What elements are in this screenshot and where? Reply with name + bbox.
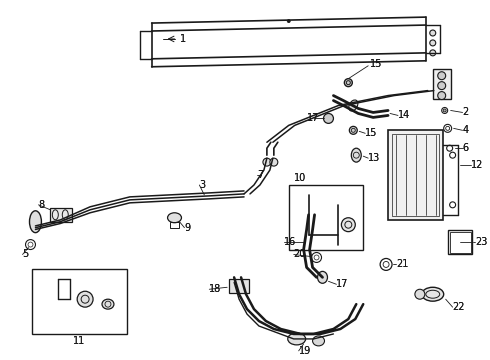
Circle shape bbox=[430, 50, 436, 56]
Text: 2: 2 bbox=[463, 107, 469, 117]
Circle shape bbox=[415, 289, 425, 299]
Circle shape bbox=[270, 158, 278, 166]
Circle shape bbox=[438, 72, 446, 80]
Text: 19: 19 bbox=[299, 346, 311, 356]
Circle shape bbox=[430, 40, 436, 46]
Text: 14: 14 bbox=[398, 111, 410, 121]
Bar bbox=[433, 69, 451, 99]
Bar bbox=[392, 134, 439, 216]
Text: 15: 15 bbox=[370, 59, 383, 69]
Bar bbox=[388, 130, 442, 220]
Text: 22: 22 bbox=[453, 302, 465, 312]
Text: 15: 15 bbox=[370, 59, 383, 69]
Circle shape bbox=[349, 126, 357, 134]
Ellipse shape bbox=[351, 148, 361, 162]
Ellipse shape bbox=[318, 271, 327, 283]
Bar bbox=[448, 230, 472, 255]
Text: 13: 13 bbox=[368, 153, 380, 163]
Bar bbox=[229, 279, 249, 293]
Text: 13: 13 bbox=[368, 153, 380, 163]
Circle shape bbox=[342, 218, 355, 231]
Text: 1: 1 bbox=[179, 34, 186, 44]
Text: 19: 19 bbox=[299, 346, 311, 356]
Text: 18: 18 bbox=[209, 284, 221, 294]
Text: 10: 10 bbox=[294, 173, 306, 183]
Text: 4: 4 bbox=[463, 125, 469, 135]
Text: 6: 6 bbox=[463, 143, 469, 153]
Text: 20: 20 bbox=[294, 249, 306, 260]
Ellipse shape bbox=[102, 299, 114, 309]
Text: 3: 3 bbox=[199, 180, 205, 190]
Text: 20: 20 bbox=[294, 249, 306, 260]
Circle shape bbox=[287, 19, 290, 23]
Circle shape bbox=[438, 82, 446, 90]
Text: 6: 6 bbox=[463, 143, 469, 153]
Text: 12: 12 bbox=[470, 160, 483, 170]
Text: 11: 11 bbox=[73, 336, 85, 346]
Text: 5: 5 bbox=[23, 249, 29, 260]
Ellipse shape bbox=[288, 333, 306, 345]
Bar bbox=[32, 269, 127, 334]
Ellipse shape bbox=[313, 336, 324, 346]
Text: 16: 16 bbox=[284, 237, 296, 247]
Circle shape bbox=[344, 79, 352, 87]
Text: 8: 8 bbox=[38, 200, 45, 210]
Bar bbox=[50, 208, 72, 222]
Ellipse shape bbox=[422, 287, 443, 301]
Text: 17: 17 bbox=[307, 113, 319, 123]
Text: 23: 23 bbox=[475, 237, 488, 247]
Text: 9: 9 bbox=[184, 223, 191, 233]
Ellipse shape bbox=[29, 211, 42, 233]
Ellipse shape bbox=[77, 291, 93, 307]
Circle shape bbox=[430, 30, 436, 36]
Text: 9: 9 bbox=[184, 223, 191, 233]
Text: 4: 4 bbox=[463, 125, 469, 135]
Text: 21: 21 bbox=[396, 260, 408, 269]
Text: 1: 1 bbox=[179, 34, 186, 44]
Text: 17: 17 bbox=[307, 113, 319, 123]
Circle shape bbox=[443, 109, 446, 112]
Text: 16: 16 bbox=[284, 237, 296, 247]
Ellipse shape bbox=[349, 100, 358, 111]
Circle shape bbox=[323, 113, 333, 123]
Bar bbox=[170, 222, 179, 228]
Text: 15: 15 bbox=[365, 128, 378, 138]
Text: 7: 7 bbox=[257, 170, 263, 180]
Ellipse shape bbox=[168, 213, 181, 223]
Text: 15: 15 bbox=[365, 128, 378, 138]
Text: 3: 3 bbox=[199, 180, 205, 190]
Text: 17: 17 bbox=[337, 279, 349, 289]
Text: 21: 21 bbox=[396, 260, 408, 269]
Text: 10: 10 bbox=[294, 173, 306, 183]
Text: 8: 8 bbox=[38, 200, 45, 210]
Text: 7: 7 bbox=[257, 170, 263, 180]
Circle shape bbox=[438, 91, 446, 100]
Bar bbox=[450, 231, 470, 252]
Text: 2: 2 bbox=[463, 107, 469, 117]
Text: 23: 23 bbox=[475, 237, 488, 247]
Circle shape bbox=[263, 158, 271, 166]
Text: 18: 18 bbox=[209, 284, 221, 294]
Text: 5: 5 bbox=[23, 249, 29, 260]
Text: 17: 17 bbox=[337, 279, 349, 289]
Text: 22: 22 bbox=[453, 302, 465, 312]
Text: 12: 12 bbox=[470, 160, 483, 170]
Bar bbox=[289, 185, 363, 249]
Text: 11: 11 bbox=[73, 336, 85, 346]
Text: 14: 14 bbox=[398, 111, 410, 121]
